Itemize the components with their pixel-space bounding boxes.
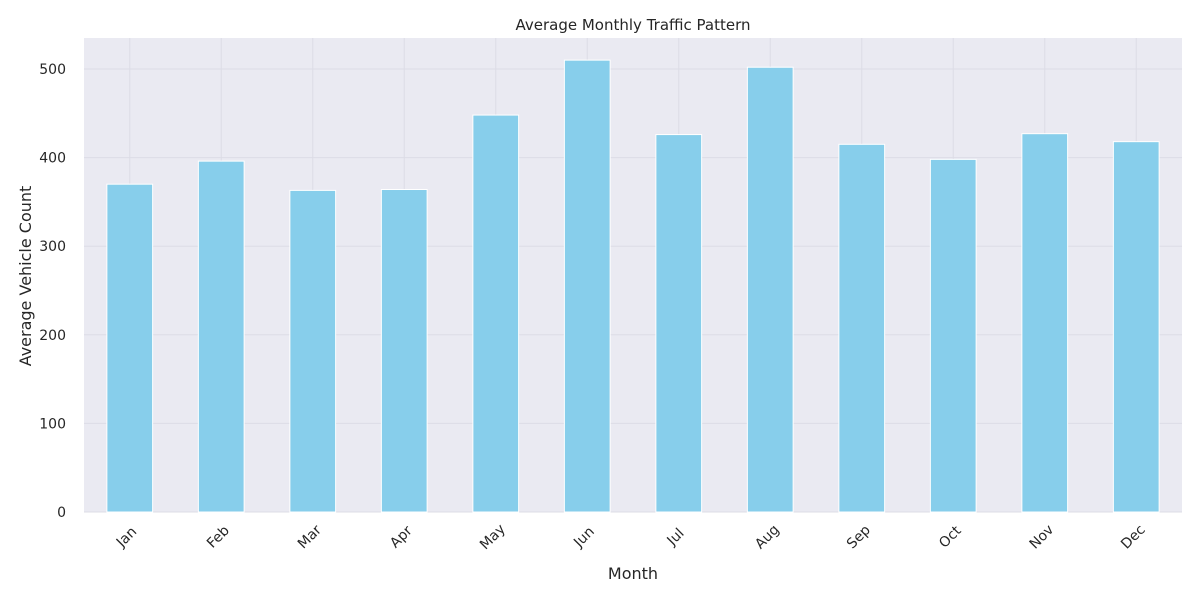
x-tick-label-feb: Feb: [204, 523, 233, 552]
x-tick-label-sep: Sep: [844, 522, 874, 552]
bar-mar: [289, 189, 337, 513]
bar-may: [472, 114, 520, 513]
y-axis-ticks: 0 100 200 300 400 500: [39, 62, 66, 521]
y-tick-label: 300: [39, 239, 66, 255]
x-tick-label-jul: Jul: [664, 526, 688, 550]
bar-nov: [1021, 133, 1069, 513]
bars: [106, 59, 1160, 513]
x-tick-label-nov: Nov: [1027, 522, 1058, 553]
y-tick-label: 500: [39, 62, 66, 78]
y-axis-title: Average Vehicle Count: [16, 186, 35, 367]
y-tick-label: 100: [39, 416, 66, 432]
bar-jun: [563, 59, 611, 513]
x-axis-ticks: Jan Feb Mar Apr May Jun Jul Aug Sep Oct Nov Dec: [113, 521, 1149, 553]
x-tick-label-jun: Jun: [570, 524, 597, 551]
x-tick-label-may: May: [477, 521, 509, 553]
x-axis-title: Month: [608, 564, 658, 583]
bar-jul: [655, 134, 703, 513]
chart-title: Average Monthly Traffic Pattern: [516, 16, 751, 34]
y-tick-label: 0: [57, 505, 66, 521]
x-tick-label-aug: Aug: [752, 522, 783, 553]
bar-jan: [106, 183, 154, 513]
bar-apr: [380, 189, 428, 513]
bar-feb: [197, 160, 245, 513]
x-tick-label-mar: Mar: [295, 522, 325, 552]
x-tick-label-apr: Apr: [387, 523, 416, 552]
y-tick-label: 400: [39, 151, 66, 167]
plot-area: [84, 38, 1182, 512]
bar-aug: [746, 66, 794, 513]
bar-sep: [838, 143, 886, 513]
x-tick-label-dec: Dec: [1118, 522, 1148, 552]
x-tick-label-jan: Jan: [113, 524, 140, 551]
y-tick-label: 200: [39, 328, 66, 344]
x-tick-label-oct: Oct: [936, 523, 965, 552]
bar-dec: [1112, 141, 1160, 513]
bar-oct: [929, 158, 977, 513]
